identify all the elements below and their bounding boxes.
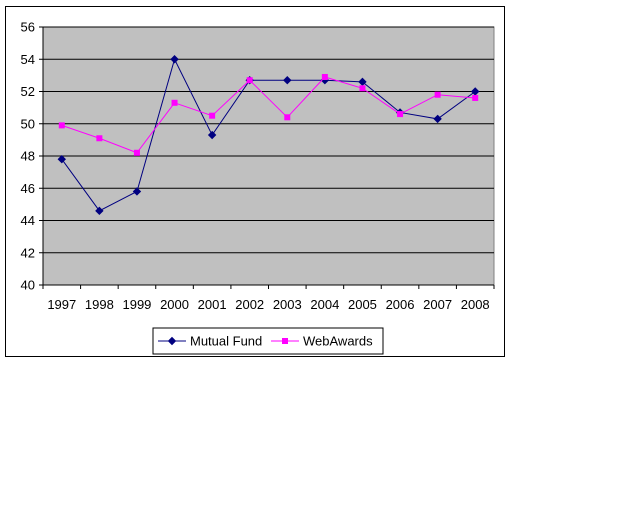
data-point-webawards	[472, 94, 479, 101]
y-tick-label: 50	[21, 116, 35, 131]
y-tick-label: 46	[21, 181, 35, 196]
x-tick-label: 2003	[273, 297, 302, 312]
x-tick-label: 2004	[310, 297, 339, 312]
x-tick-labels: 1997 1998 1999 2000 2001 2002 2003 2004 2005 2006…	[47, 297, 489, 312]
data-point-webawards	[434, 91, 441, 98]
x-tick-label: 2006	[386, 297, 415, 312]
y-tick-label: 40	[21, 278, 35, 293]
data-point-mutual-fund	[170, 55, 179, 64]
legend-label: WebAwards	[303, 334, 373, 349]
data-point-webawards	[96, 135, 103, 142]
x-tick-label: 1998	[85, 297, 114, 312]
legend-entry-webawards: WebAwards	[271, 334, 373, 349]
data-point-mutual-fund	[283, 76, 292, 85]
x-tick-label: 2000	[160, 297, 189, 312]
legend-swatch-marker	[282, 338, 288, 344]
y-tick-label: 48	[21, 149, 35, 164]
data-point-mutual-fund	[207, 130, 217, 140]
x-tick-label: 1999	[122, 297, 151, 312]
data-point-webawards	[359, 85, 366, 92]
data-point-webawards	[284, 114, 291, 121]
x-tick-label: 2008	[461, 297, 490, 312]
legend-box	[152, 327, 384, 355]
gridlines	[39, 26, 494, 286]
y-tick-labels: 40 42 44 46 48 50 52 54 56	[21, 20, 35, 293]
x-tick-label: 2005	[348, 297, 377, 312]
legend-swatch-marker	[167, 336, 177, 346]
series-layer	[57, 55, 480, 216]
legend: Mutual Fund WebAwards	[152, 327, 384, 355]
data-point-webawards	[321, 73, 328, 80]
data-point-mutual-fund	[132, 187, 142, 196]
y-tick-label: 54	[21, 52, 35, 67]
data-point-webawards	[209, 112, 216, 119]
data-point-webawards	[171, 99, 178, 106]
x-tick-label: 2007	[423, 297, 452, 312]
y-tick-label: 52	[21, 84, 35, 99]
y-tick-label: 42	[21, 245, 35, 260]
data-point-webawards	[133, 149, 140, 156]
x-tick-label: 2002	[235, 297, 264, 312]
series-line-mutual-fund	[61, 57, 476, 212]
series-line-webawards	[61, 76, 476, 154]
data-point-mutual-fund	[57, 155, 66, 164]
data-point-webawards	[397, 111, 404, 118]
y-tick-label: 44	[21, 213, 35, 228]
series-webawards	[58, 73, 479, 156]
data-point-mutual-fund	[95, 206, 104, 216]
axes	[42, 27, 495, 289]
x-tick-label: 2001	[198, 297, 227, 312]
legend-entry-mutual-fund: Mutual Fund	[158, 334, 262, 349]
data-point-mutual-fund	[433, 114, 442, 124]
y-tick-label: 56	[21, 20, 35, 35]
x-tick-label: 1997	[47, 297, 76, 312]
data-point-webawards	[58, 122, 65, 129]
legend-label: Mutual Fund	[190, 334, 262, 349]
data-point-webawards	[246, 77, 253, 84]
